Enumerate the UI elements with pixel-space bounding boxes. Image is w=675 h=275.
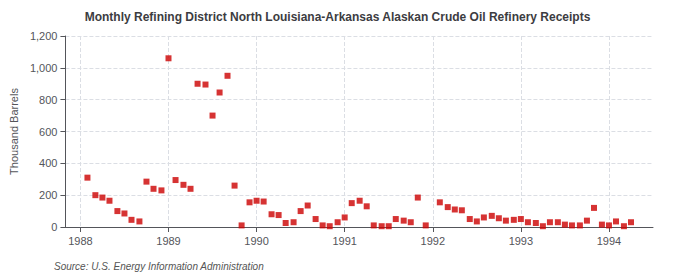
svg-text:1,000: 1,000 (30, 62, 58, 74)
svg-text:Source: U.S. Energy Informatio: Source: U.S. Energy Information Administ… (54, 261, 264, 272)
svg-text:1993: 1993 (509, 235, 533, 247)
svg-text:400: 400 (39, 157, 57, 169)
svg-text:1,200: 1,200 (30, 30, 58, 42)
svg-text:800: 800 (39, 94, 57, 106)
svg-text:200: 200 (39, 189, 57, 201)
svg-text:1994: 1994 (597, 235, 621, 247)
svg-text:Monthly Refining District Nort: Monthly Refining District North Louisian… (85, 10, 591, 24)
svg-text:1991: 1991 (332, 235, 356, 247)
svg-text:1989: 1989 (156, 235, 180, 247)
svg-text:1992: 1992 (421, 235, 445, 247)
svg-text:Thousand Barrels: Thousand Barrels (8, 88, 20, 175)
svg-text:0: 0 (51, 221, 57, 233)
svg-text:600: 600 (39, 126, 57, 138)
svg-text:1988: 1988 (68, 235, 92, 247)
svg-text:1990: 1990 (244, 235, 268, 247)
